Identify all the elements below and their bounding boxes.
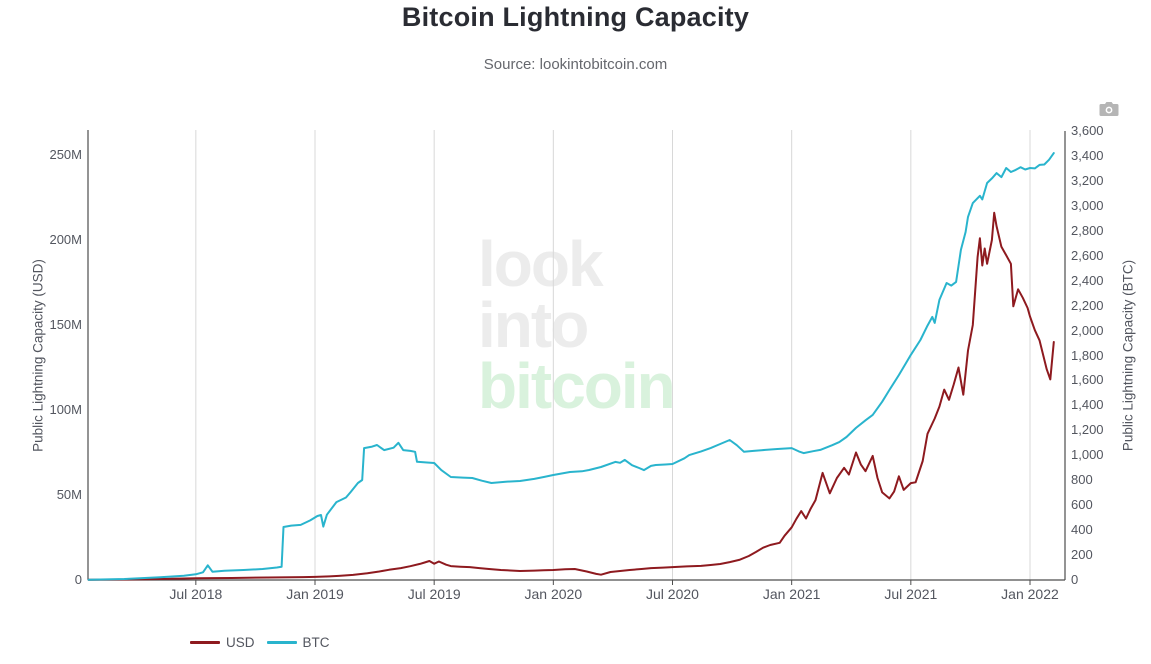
btc-line-swatch (266, 641, 297, 644)
legend-label-btc: BTC (302, 635, 330, 650)
legend-label-usd: USD (226, 635, 255, 650)
legend-item-usd[interactable]: USD (190, 635, 255, 650)
camera-icon[interactable] (1098, 101, 1120, 119)
usd-line-swatch (190, 641, 220, 644)
y-axis-right-title: Public Lightning Capacity (BTC) (1120, 259, 1136, 452)
y-axis-left-title: Public Lightning Capacity (USD) (30, 259, 46, 452)
legend: USD BTC (190, 635, 342, 650)
camera-icon-glyph (1099, 102, 1119, 116)
chart-source: Source: lookintobitcoin.com (483, 56, 668, 73)
page-title: Bitcoin Lightning Capacity (401, 2, 750, 32)
legend-item-btc[interactable]: BTC (266, 635, 330, 650)
usd-series-line (87, 211, 1055, 581)
btc-series-line (87, 152, 1055, 581)
